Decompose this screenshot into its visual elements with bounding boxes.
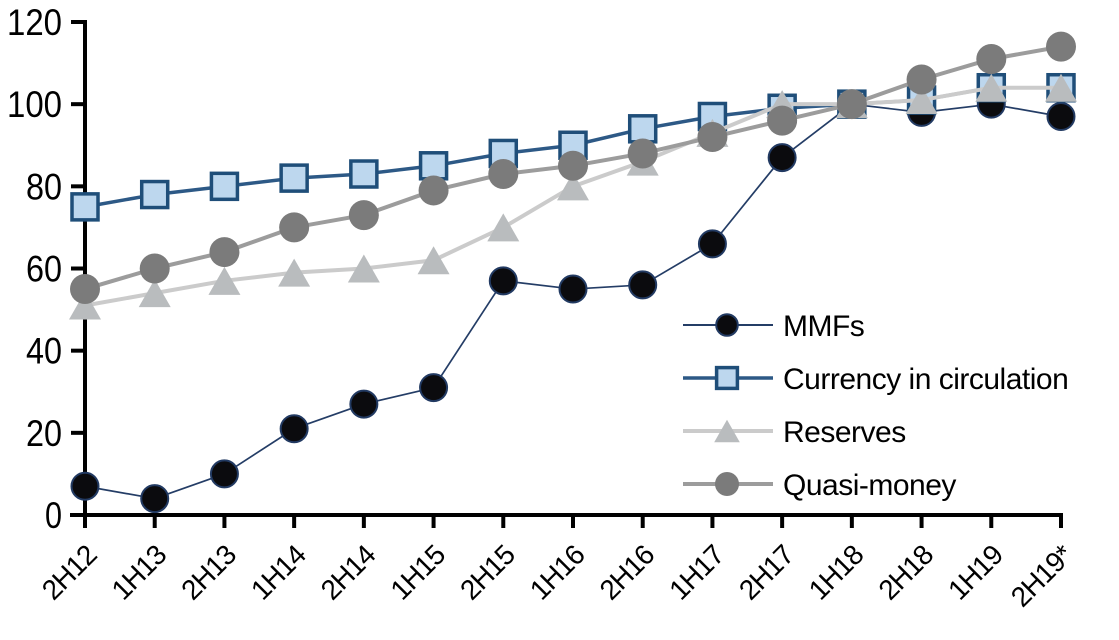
legend-label: Quasi-money	[783, 469, 956, 502]
y-tick-label: 20	[26, 413, 62, 454]
x-tick-label: 2H15	[454, 539, 521, 606]
data-point-marker	[70, 274, 100, 305]
data-point-marker	[70, 471, 100, 501]
data-point-marker	[348, 200, 379, 231]
x-tick-label: 1H19	[942, 539, 1009, 606]
x-tick-label: 1H14	[245, 539, 312, 606]
data-point-marker	[767, 105, 798, 136]
data-point-marker	[975, 73, 1008, 102]
x-tick-label: 2H19*	[1005, 539, 1079, 613]
legend-label: MMFs	[783, 310, 864, 343]
legend: MMFs Currency in circulation Reserves Quasi…	[683, 310, 1069, 502]
data-point-marker	[70, 192, 100, 222]
legend-label: Reserves	[783, 416, 906, 449]
data-point-marker	[209, 237, 240, 268]
legend-marker	[715, 313, 739, 337]
x-tick-label: 1H17	[663, 539, 730, 606]
x-tick-label: 1H15	[384, 539, 451, 606]
x-tick-label: 2H12	[36, 539, 103, 606]
data-point-marker	[69, 291, 101, 320]
data-point-marker	[349, 389, 379, 419]
data-point-marker	[139, 179, 170, 210]
data-point-marker	[628, 270, 658, 300]
x-tick-label: 1H16	[524, 539, 591, 606]
legend-marker	[714, 365, 740, 391]
data-point-marker	[139, 253, 170, 284]
data-point-marker	[976, 43, 1007, 74]
data-point-marker	[138, 279, 171, 308]
data-point-marker	[627, 114, 658, 144]
legend-marker	[714, 419, 740, 443]
data-point-marker	[488, 266, 518, 296]
legend-marker	[715, 472, 739, 496]
y-tick-label: 0	[45, 495, 62, 536]
data-point-marker	[278, 258, 311, 287]
legend-item-reserves: Reserves	[683, 416, 906, 449]
x-tick-label: 2H16	[594, 539, 661, 606]
series-quasi-money	[70, 31, 1076, 305]
x-tick-label: 2H17	[733, 539, 800, 606]
x-tick-label: 2H14	[315, 539, 382, 606]
x-tick-label: 2H13	[175, 539, 242, 606]
y-tick-label: 100	[7, 84, 62, 125]
data-point-marker	[558, 274, 588, 304]
data-point-marker	[208, 266, 241, 295]
data-point-marker	[140, 484, 170, 514]
legend-item-quasi-money: Quasi-money	[683, 469, 957, 502]
data-point-marker	[836, 89, 867, 120]
x-tick-label: 1H18	[803, 539, 870, 606]
x-tick-label: 1H13	[106, 539, 173, 606]
y-tick-label: 120	[7, 2, 62, 43]
data-point-marker	[419, 373, 449, 403]
data-point-marker	[906, 64, 937, 95]
data-point-marker	[347, 254, 380, 283]
data-point-marker	[279, 414, 309, 444]
data-point-marker	[697, 122, 728, 153]
data-point-marker	[1046, 101, 1076, 131]
data-point-marker	[557, 150, 588, 181]
data-point-marker	[905, 86, 938, 115]
legend-label: Currency in circulation	[783, 363, 1068, 396]
data-point-marker	[767, 143, 797, 173]
legend-item-currency-in-circulation: Currency in circulation	[683, 363, 1069, 396]
data-point-marker	[209, 459, 239, 489]
data-point-marker	[418, 151, 449, 181]
data-point-marker	[487, 213, 520, 242]
y-tick-label: 80	[26, 166, 62, 207]
data-point-marker	[556, 172, 589, 201]
data-point-marker	[349, 159, 379, 189]
data-point-marker	[209, 171, 240, 202]
data-point-marker	[279, 212, 310, 243]
x-tick-label: 2H18	[872, 539, 939, 606]
data-point-marker	[697, 229, 727, 259]
data-point-marker	[418, 175, 449, 206]
data-point-marker	[417, 246, 450, 275]
data-point-marker	[1045, 31, 1076, 62]
y-tick-label: 40	[26, 331, 62, 372]
data-point-marker	[279, 163, 309, 193]
data-point-marker	[627, 138, 658, 169]
data-point-marker	[488, 159, 519, 190]
data-point-marker	[1044, 73, 1077, 102]
y-tick-label: 60	[26, 249, 62, 290]
legend-item-mmfs: MMFs	[683, 310, 865, 343]
